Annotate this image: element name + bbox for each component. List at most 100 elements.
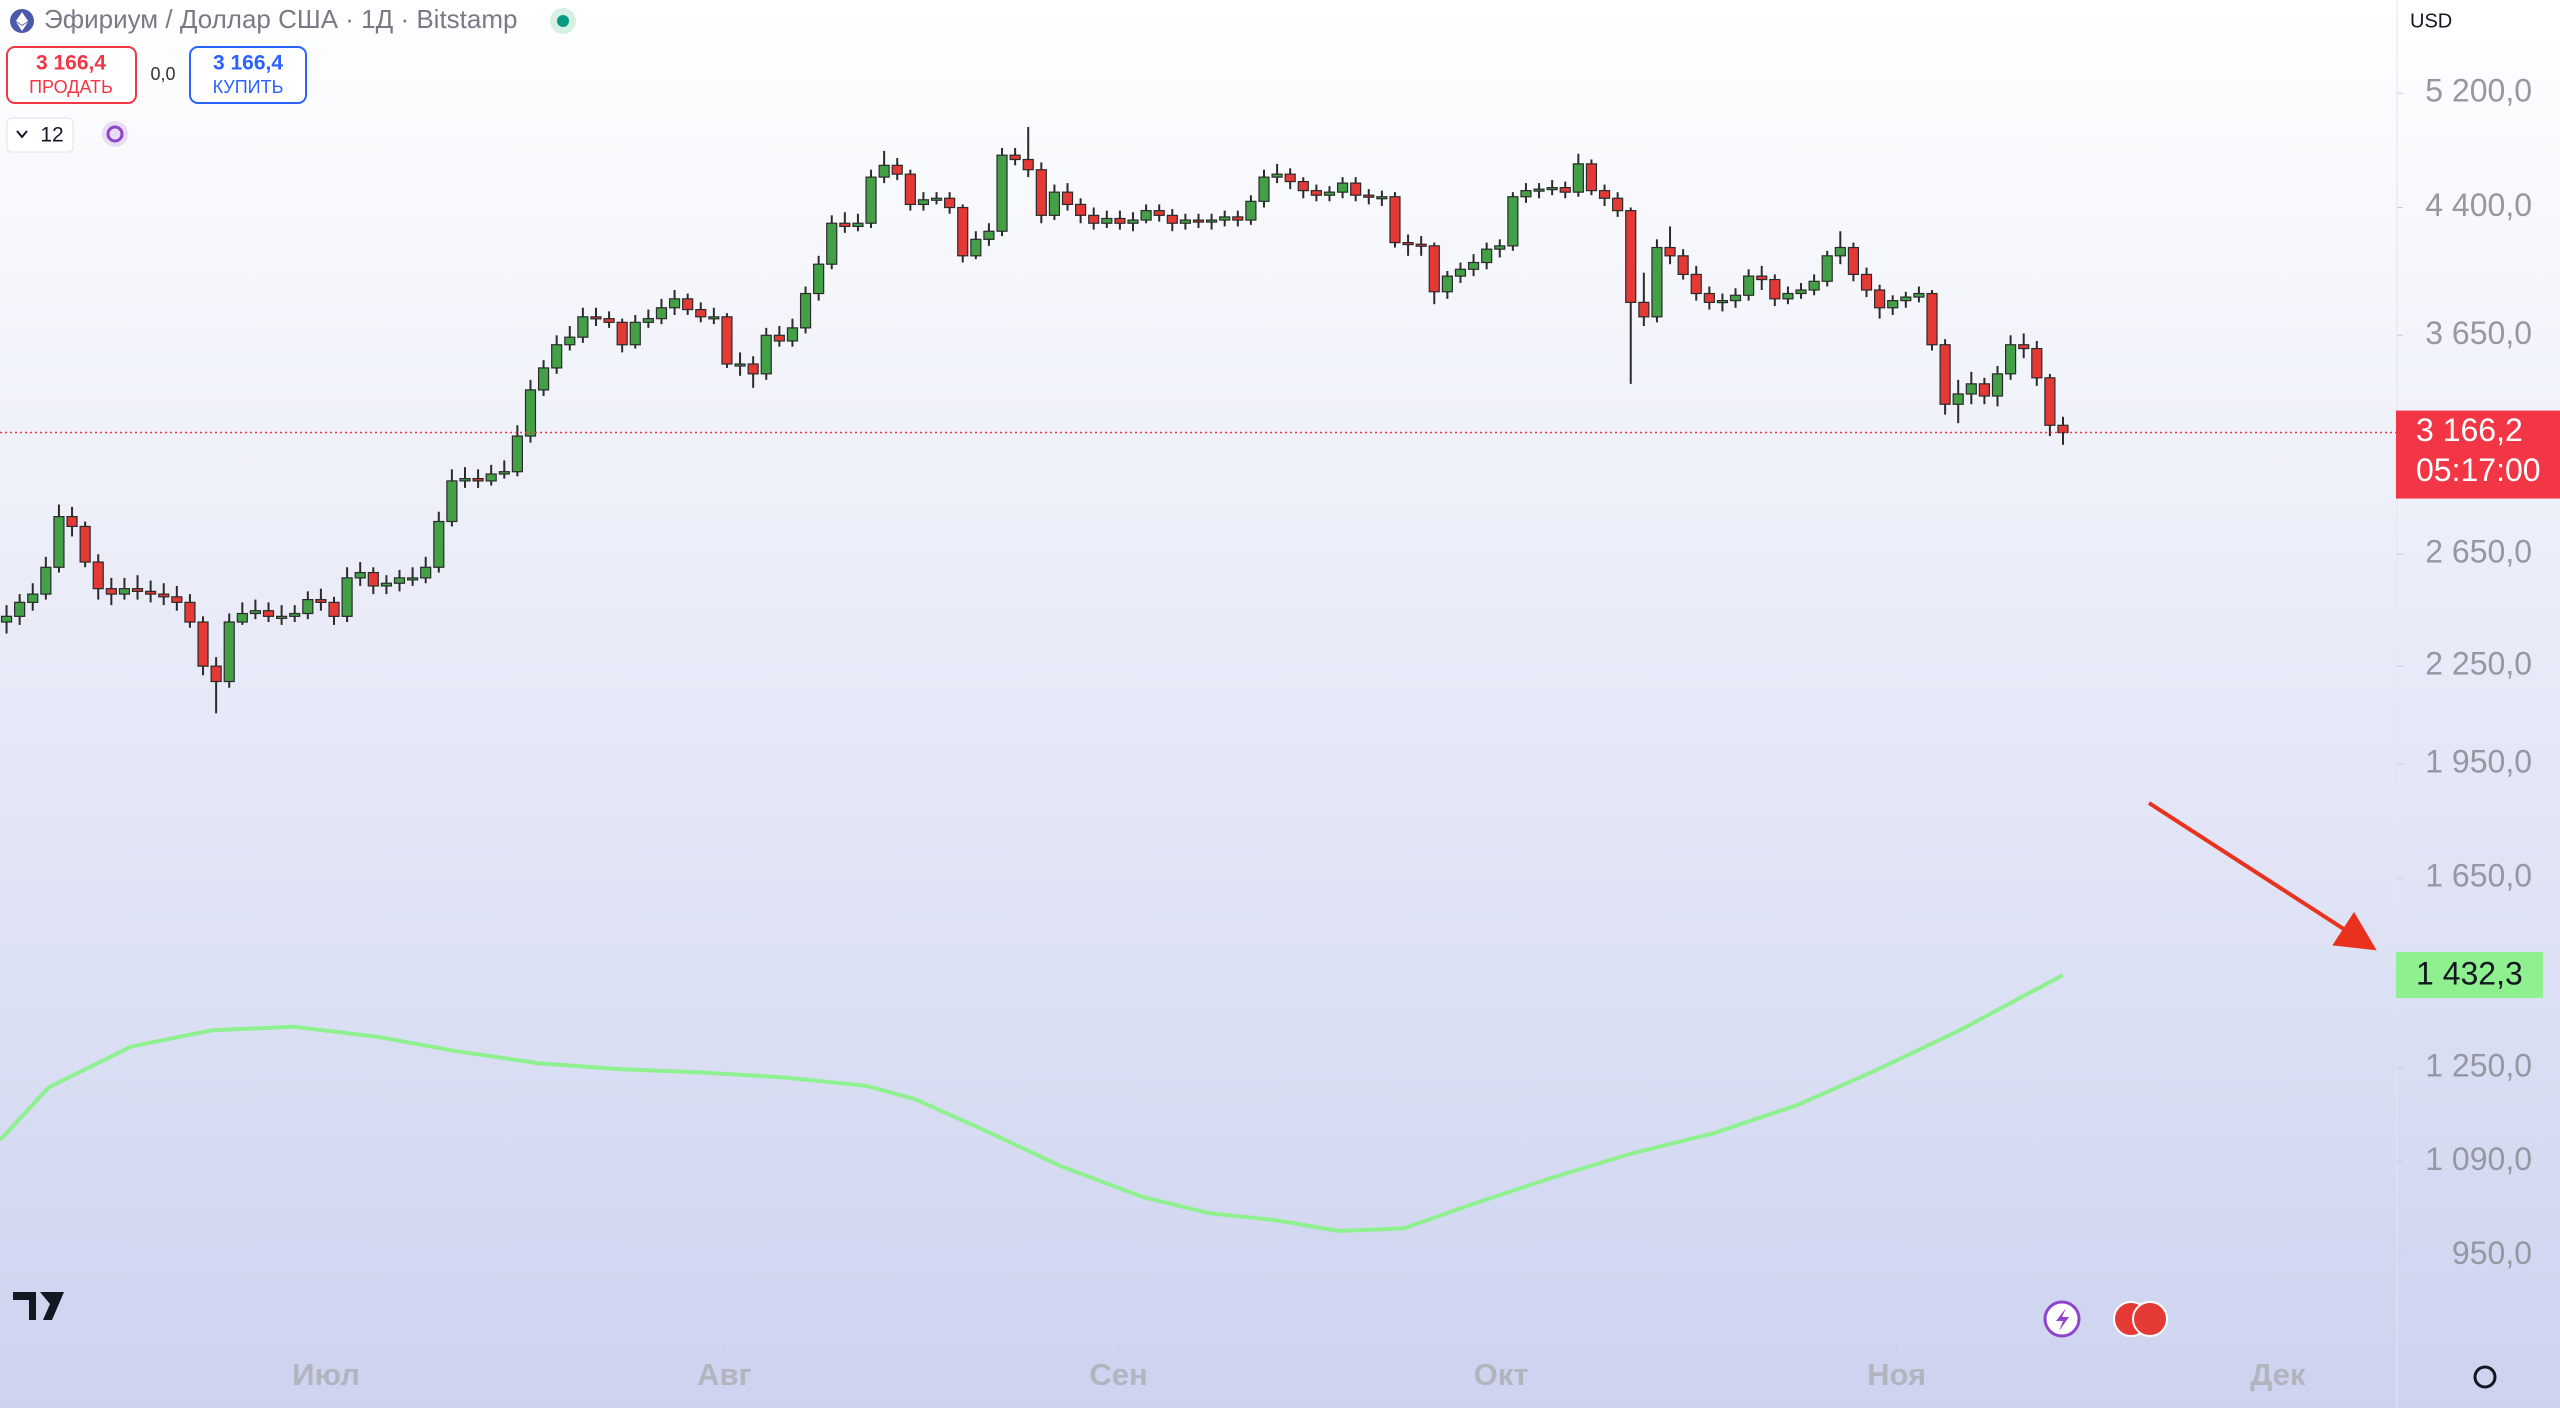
candle-body <box>655 307 668 320</box>
candle-body <box>367 571 379 587</box>
candle-body <box>341 577 353 617</box>
candle-body <box>1481 248 1493 264</box>
candle-body <box>786 327 799 342</box>
x-tick-label: Авг <box>697 1357 751 1392</box>
sell-box[interactable] <box>6 46 137 104</box>
candle-body <box>289 612 301 617</box>
candle-body <box>944 197 956 209</box>
candle-body <box>53 516 65 568</box>
sell-price[interactable]: 3 166,4 <box>36 52 106 75</box>
candle-body <box>524 389 537 437</box>
candle-body <box>708 316 720 320</box>
candle-body <box>1048 191 1061 216</box>
candle-body <box>839 222 851 228</box>
candle-body <box>1467 261 1480 270</box>
candle-body <box>40 566 52 595</box>
candle-body <box>1939 344 1951 405</box>
candle-body <box>184 601 196 623</box>
candle-body <box>446 480 458 523</box>
candle-body <box>1978 383 1991 397</box>
candle-body <box>760 334 772 375</box>
candle-body <box>564 336 576 346</box>
candle-body <box>0 615 13 623</box>
symbol-title: Эфириум / Доллар США · 1Д · Bitstamp <box>44 4 517 34</box>
candle-body <box>1179 219 1192 224</box>
candle-body <box>1323 191 1336 196</box>
candle-body <box>14 601 26 617</box>
candle-body <box>1402 241 1414 246</box>
candle-body <box>1769 278 1781 300</box>
candle-body <box>1363 194 1375 198</box>
spread: 0,0 <box>150 64 175 84</box>
candle-body <box>1913 292 1925 298</box>
candle-body <box>276 615 288 619</box>
interval-box[interactable] <box>6 117 74 153</box>
candle-body <box>721 316 733 365</box>
currency[interactable]: USD <box>2410 10 2452 32</box>
y-tick-label: 1 650,0 <box>2425 858 2532 894</box>
y-tick-label: 950,0 <box>2452 1235 2532 1271</box>
candle-body <box>904 173 916 206</box>
candle-body <box>603 318 615 323</box>
candle-body <box>433 520 445 568</box>
candle-body <box>1454 268 1467 277</box>
candle-body <box>1716 300 1729 304</box>
candle-body <box>1232 216 1244 221</box>
candle-body <box>79 525 91 563</box>
candle-body <box>813 263 825 295</box>
sync-icon[interactable] <box>102 121 128 147</box>
candle-body <box>1533 188 1545 192</box>
buy-button[interactable]: 3 166,4 КУПИТЬ <box>189 46 307 104</box>
candle-body <box>577 316 589 338</box>
flag-icon[interactable] <box>2132 1301 2168 1337</box>
candle-body <box>551 344 563 369</box>
buy-box[interactable] <box>189 46 307 104</box>
candle-body <box>1336 182 1349 193</box>
candle-body <box>878 164 890 178</box>
y-tick-label: 1 250,0 <box>2425 1048 2532 1084</box>
candle-body <box>642 318 654 323</box>
candle-body <box>2004 344 2017 375</box>
candle-body <box>629 321 641 346</box>
candle-body <box>917 199 930 206</box>
tv-logo <box>13 1292 64 1320</box>
candle-body <box>511 435 523 473</box>
candle-body <box>105 588 117 595</box>
y-tick-label: 1 950,0 <box>2425 743 2532 779</box>
status-dot-inner <box>557 15 569 27</box>
candle-body <box>459 478 471 482</box>
candle-body <box>1756 275 1768 281</box>
candle-body <box>1795 289 1807 295</box>
y-tick-label: 5 200,0 <box>2425 73 2532 109</box>
candle-body <box>1585 163 1598 192</box>
candle-body <box>1520 190 1532 198</box>
interval[interactable]: 12 <box>40 124 63 147</box>
sell-label[interactable]: ПРОДАТЬ <box>29 77 113 97</box>
candle-body <box>590 316 602 320</box>
candle-body <box>420 566 432 579</box>
settings-icon[interactable] <box>2473 1365 2497 1389</box>
buy-label[interactable]: КУПИТЬ <box>213 77 284 97</box>
currency-box[interactable] <box>2398 0 2560 43</box>
candle-body <box>1245 200 1257 221</box>
buy-price[interactable]: 3 166,4 <box>213 52 283 75</box>
candle-body <box>2031 347 2043 379</box>
candle-body <box>1061 191 1074 206</box>
candle-body <box>145 590 157 595</box>
candle-body <box>1729 294 1742 302</box>
candle-body <box>1192 219 1205 223</box>
candle-body <box>799 292 812 329</box>
candle-body <box>485 473 497 482</box>
candle-body <box>734 363 746 367</box>
y-tick-label: 1 090,0 <box>2425 1141 2532 1177</box>
candle-body <box>1860 273 1873 291</box>
y-tick-label: 3 650,0 <box>2425 315 2532 351</box>
sync-glyph <box>106 125 124 143</box>
sell-button[interactable]: 3 166,4 ПРОДАТЬ <box>6 46 137 104</box>
candle-body <box>537 367 550 391</box>
candle-body <box>1075 203 1087 216</box>
candle-body <box>1952 393 1964 405</box>
candle-body <box>1258 176 1270 202</box>
